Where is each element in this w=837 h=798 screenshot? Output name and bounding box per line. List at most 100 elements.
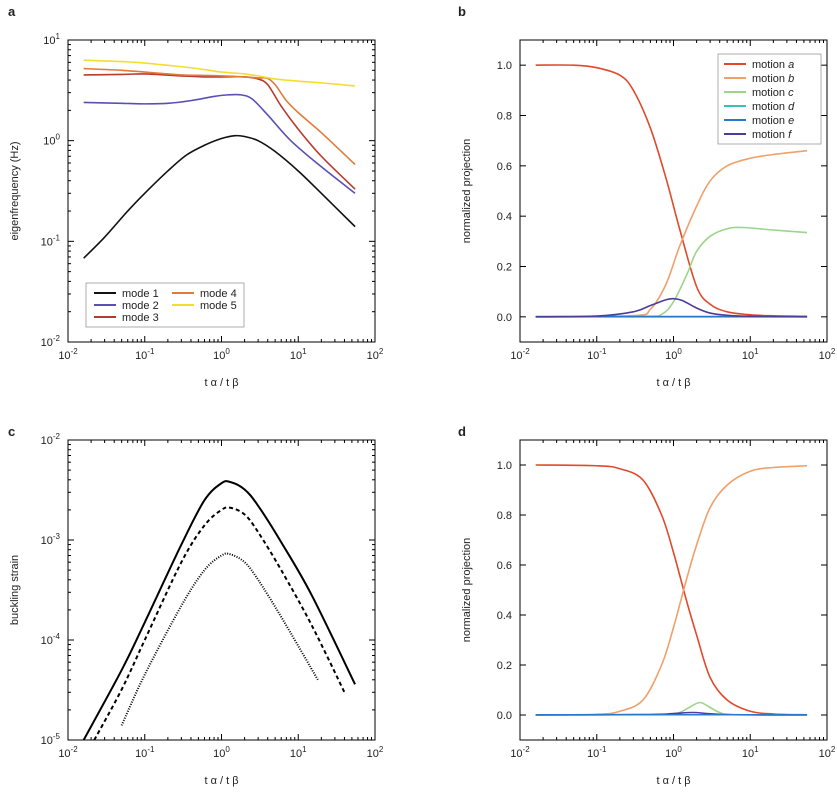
- y-tick-label-exp: 0: [56, 133, 61, 142]
- y-tick-label: 0.8: [497, 510, 512, 522]
- x-tick-label-base: 10: [58, 748, 70, 760]
- x-tick-label-base: 10: [290, 748, 302, 760]
- legend-label-text: motion: [752, 73, 788, 85]
- x-tick-label-exp: 2: [831, 347, 836, 356]
- y-tick-label: 10-2: [41, 334, 61, 349]
- x-tick-label-exp: -1: [599, 745, 607, 754]
- x-tick-label-base: 10: [367, 350, 379, 362]
- x-tick-label-exp: -1: [599, 347, 607, 356]
- x-tick-label: 102: [819, 347, 836, 362]
- series-line-mode-5: [83, 59, 356, 87]
- x-tick-label-exp: 0: [677, 745, 682, 754]
- x-tick-label-exp: -1: [147, 745, 155, 754]
- x-axis-title: t α / t β: [204, 775, 238, 787]
- plot-frame: [67, 439, 376, 741]
- x-tick-label-base: 10: [510, 350, 522, 362]
- y-tick-label: 0.0: [497, 312, 512, 324]
- series-group: [82, 480, 356, 740]
- x-tick-label-exp: -1: [147, 347, 155, 356]
- x-tick-label-base: 10: [510, 748, 522, 760]
- y-tick-label: 0.8: [497, 111, 512, 123]
- x-tick-label-exp: -2: [523, 347, 531, 356]
- y-axis-title: eigenfrequency (Hz): [9, 141, 21, 240]
- x-tick-label-base: 10: [665, 748, 677, 760]
- y-tick-label: 10-4: [41, 632, 61, 647]
- x-tick-label: 10-1: [587, 347, 607, 362]
- y-tick-label: 10-3: [41, 532, 61, 547]
- x-tick-label: 100: [665, 745, 682, 760]
- y-tick-label: 1.0: [497, 60, 512, 72]
- y-tick-label: 0.6: [497, 560, 512, 572]
- series-line-mode-3: [83, 73, 356, 190]
- y-tick-label-exp: -2: [53, 334, 61, 343]
- legend-label-text: motion: [752, 115, 788, 127]
- legend-label-italic: f: [788, 129, 792, 141]
- x-tick-label: 101: [742, 347, 759, 362]
- legend-label-text: motion: [752, 101, 788, 113]
- x-tick-label: 100: [665, 347, 682, 362]
- y-tick-label-base: 10: [41, 535, 53, 547]
- series-line-a: [535, 64, 808, 318]
- x-tick-label: 10-2: [510, 745, 530, 760]
- y-tick-label: 100: [43, 133, 60, 148]
- x-tick-label: 10-2: [58, 745, 78, 760]
- y-tick-label-base: 10: [41, 337, 53, 349]
- legend-label-italic: e: [788, 115, 794, 127]
- y-tick-label: 10-5: [41, 732, 61, 747]
- y-tick-label: 10-2: [41, 432, 61, 447]
- series-line-f: [535, 297, 808, 318]
- x-tick-label-base: 10: [665, 350, 677, 362]
- y-axis-title: normalized projection: [461, 139, 473, 244]
- x-tick-label-exp: 0: [225, 745, 230, 754]
- series-line-b: [535, 149, 808, 318]
- x-axis-title: t α / t β: [656, 775, 690, 787]
- x-tick-label-exp: 1: [754, 745, 759, 754]
- x-tick-label: 10-1: [587, 745, 607, 760]
- x-tick-label: 102: [367, 745, 384, 760]
- legend-label-text: motion: [752, 59, 788, 71]
- series-group: [83, 59, 356, 259]
- y-tick-label: 0.4: [497, 211, 512, 223]
- y-tick-label-base: 10: [41, 635, 53, 647]
- x-tick-label-exp: -2: [71, 347, 79, 356]
- legend-label: mode 1: [122, 288, 159, 300]
- y-tick-label: 0.2: [497, 262, 512, 274]
- y-tick-label-base: 10: [41, 735, 53, 747]
- legend-label-italic: b: [788, 73, 794, 85]
- series-line-dashed: [93, 506, 346, 740]
- x-tick-label: 101: [290, 347, 307, 362]
- panel-letter-b: b: [458, 4, 466, 19]
- legend-label-italic: a: [788, 59, 794, 71]
- x-tick-label: 10-2: [510, 347, 530, 362]
- x-tick-label: 102: [367, 347, 384, 362]
- x-tick-label: 101: [742, 745, 759, 760]
- legend-label: motion c: [752, 87, 794, 99]
- legend-label: mode 3: [122, 312, 159, 324]
- x-tick-label-exp: 2: [831, 745, 836, 754]
- y-tick-label-base: 10: [43, 35, 55, 47]
- y-tick-label-exp: -1: [53, 233, 61, 242]
- y-tick-label-base: 10: [43, 136, 55, 148]
- x-tick-label-exp: 0: [677, 347, 682, 356]
- x-tick-label: 100: [213, 347, 230, 362]
- x-tick-label: 101: [290, 745, 307, 760]
- x-tick-label-base: 10: [819, 748, 831, 760]
- y-tick-label-base: 10: [41, 435, 53, 447]
- legend-label: motion f: [752, 129, 792, 141]
- legend-box: [717, 53, 822, 145]
- legend-label: mode 2: [122, 300, 159, 312]
- series-line-a: [535, 464, 808, 716]
- x-tick-label: 100: [213, 745, 230, 760]
- x-tick-label: 10-2: [58, 347, 78, 362]
- legend-label: motion d: [752, 101, 795, 113]
- legend-label: motion b: [752, 73, 794, 85]
- legend-label-text: motion: [752, 129, 788, 141]
- series-group: [535, 64, 808, 318]
- legend-label: motion e: [752, 115, 794, 127]
- x-tick-label-base: 10: [290, 350, 302, 362]
- series-line-dotted: [120, 552, 319, 726]
- y-tick-label: 1.0: [497, 460, 512, 472]
- x-tick-label-base: 10: [367, 748, 379, 760]
